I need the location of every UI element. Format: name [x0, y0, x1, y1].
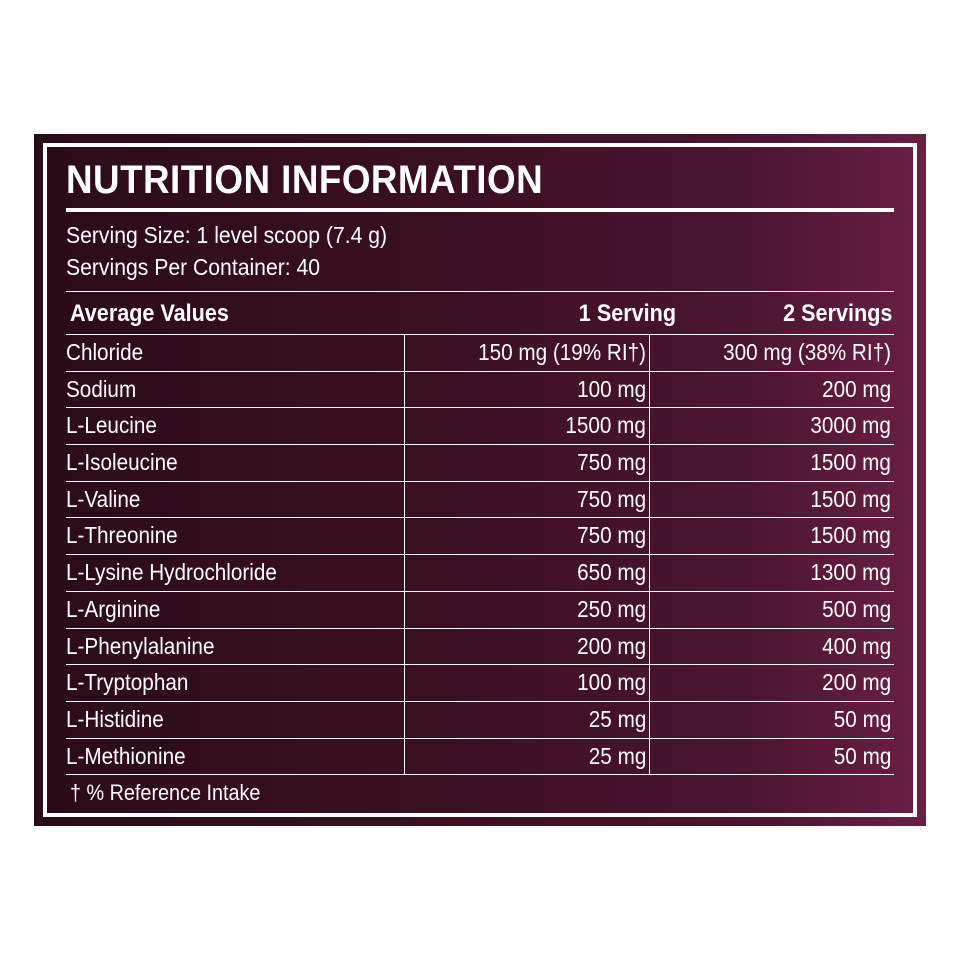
- value-2-servings: 50 mg: [833, 705, 892, 732]
- value-2-servings: 1500 mg: [810, 449, 892, 476]
- table-header: Average Values 1 Serving 2 Servings: [66, 294, 894, 334]
- table-row: L-Arginine 250 mg 500 mg: [66, 591, 895, 629]
- nutrient-name-cell: L-Histidine: [66, 702, 404, 738]
- nutrient-name: L-Histidine: [66, 705, 164, 732]
- value-2-servings: 1500 mg: [810, 522, 892, 549]
- nutrient-name: L-Lysine Hydrochloride: [66, 559, 277, 586]
- value-2-servings-cell: 1300 mg: [649, 555, 895, 591]
- value-1-serving: 1500 mg: [565, 412, 647, 439]
- table-row: L-Lysine Hydrochloride 650 mg 1300 mg: [66, 555, 894, 592]
- value-2-servings-cell: 200 mg: [649, 665, 895, 701]
- value-1-serving-cell: 1500 mg: [404, 408, 650, 445]
- value-1-serving: 650 mg: [577, 559, 647, 586]
- value-1-serving-cell: 100 mg: [404, 665, 650, 701]
- table-row: L-Tryptophan 100 mg 200 mg: [66, 665, 894, 702]
- label-title: NUTRITION INFORMATION: [66, 158, 544, 202]
- value-1-serving-cell: 750 mg: [404, 445, 650, 481]
- value-1-serving-cell: 200 mg: [404, 628, 650, 665]
- nutrient-name-cell: L-Valine: [66, 482, 404, 518]
- value-1-serving: 100 mg: [577, 669, 647, 696]
- nutrient-name-cell: L-Methionine: [66, 739, 404, 775]
- servings-per-container: Servings Per Container: 40: [66, 254, 321, 280]
- serving-size: Serving Size: 1 level scoop (7.4 g): [66, 222, 388, 248]
- table-row: Chloride 150 mg (19% RI†) 300 mg (38% RI†): [66, 335, 894, 372]
- column-header-average-values: Average Values: [70, 300, 229, 327]
- nutrient-name-cell: L-Phenylalanine: [66, 629, 404, 665]
- nutrient-name: Sodium: [66, 375, 137, 402]
- table-row: L-Methionine 25 mg 50 mg: [66, 738, 895, 776]
- value-2-servings: 50 mg: [833, 742, 892, 769]
- value-1-serving: 750 mg: [577, 522, 647, 549]
- nutrient-name-cell: L-Lysine Hydrochloride: [66, 555, 404, 591]
- value-1-serving-cell: 25 mg: [404, 701, 650, 738]
- value-1-serving: 150 mg (19% RI†): [478, 339, 647, 365]
- label-border: [43, 143, 917, 817]
- value-1-serving-cell: 25 mg: [404, 738, 650, 775]
- nutrient-name-cell: L-Arginine: [66, 592, 404, 628]
- value-2-servings-cell: 1500 mg: [649, 445, 895, 481]
- value-1-serving: 100 mg: [577, 375, 647, 402]
- value-1-serving: 750 mg: [577, 449, 647, 476]
- value-1-serving: 750 mg: [577, 485, 647, 512]
- value-2-servings: 400 mg: [822, 632, 892, 659]
- value-1-serving: 250 mg: [577, 595, 647, 622]
- value-2-servings: 3000 mg: [810, 412, 892, 439]
- value-1-serving-cell: 100 mg: [404, 371, 650, 408]
- value-2-servings-cell: 400 mg: [649, 628, 895, 665]
- value-1-serving: 25 mg: [588, 742, 647, 769]
- value-2-servings-cell: 1500 mg: [649, 518, 895, 555]
- nutrient-name-cell: Sodium: [66, 372, 404, 408]
- title-divider: [66, 208, 894, 212]
- value-2-servings-cell: 3000 mg: [649, 408, 895, 445]
- nutrient-name: L-Threonine: [66, 522, 178, 549]
- nutrient-name: Chloride: [66, 339, 144, 365]
- value-2-servings-cell: 1500 mg: [649, 481, 895, 518]
- meta-divider: [66, 291, 894, 292]
- value-2-servings: 200 mg: [822, 375, 892, 402]
- nutrient-name: L-Arginine: [66, 595, 161, 622]
- nutrient-name-cell: L-Tryptophan: [66, 665, 404, 701]
- value-2-servings: 200 mg: [822, 669, 892, 696]
- value-2-servings-cell: 300 mg (38% RI†): [649, 335, 895, 371]
- column-header-2-servings: 2 Servings: [782, 300, 892, 327]
- value-1-serving-cell: 650 mg: [404, 555, 650, 591]
- value-2-servings-cell: 500 mg: [649, 591, 895, 628]
- table-row: L-Isoleucine 750 mg 1500 mg: [66, 445, 894, 482]
- column-header-1-serving: 1 Serving: [578, 300, 676, 327]
- nutrient-name-cell: Chloride: [66, 335, 404, 371]
- reference-intake-footnote: † % Reference Intake: [70, 780, 261, 805]
- nutrient-name: L-Valine: [66, 485, 141, 512]
- nutrition-label: NUTRITION INFORMATION Serving Size: 1 le…: [34, 134, 926, 826]
- nutrient-name-cell: L-Isoleucine: [66, 445, 404, 481]
- value-1-serving: 25 mg: [588, 705, 647, 732]
- nutrient-name: L-Leucine: [66, 412, 157, 439]
- value-2-servings: 1500 mg: [810, 485, 892, 512]
- table-row: Sodium 100 mg 200 mg: [66, 371, 895, 409]
- value-2-servings: 1300 mg: [810, 559, 892, 586]
- value-2-servings-cell: 50 mg: [649, 701, 895, 738]
- table-row: L-Phenylalanine 200 mg 400 mg: [66, 628, 895, 666]
- table-row: L-Valine 750 mg 1500 mg: [66, 481, 895, 519]
- value-1-serving-cell: 250 mg: [404, 591, 650, 628]
- value-2-servings: 500 mg: [822, 595, 892, 622]
- nutrient-name: L-Isoleucine: [66, 449, 178, 476]
- nutrient-name-cell: L-Leucine: [66, 408, 404, 444]
- value-2-servings: 300 mg (38% RI†): [723, 339, 892, 365]
- nutrient-name: L-Tryptophan: [66, 669, 189, 696]
- value-2-servings-cell: 200 mg: [649, 371, 895, 408]
- table-row: L-Threonine 750 mg 1500 mg: [66, 518, 895, 556]
- table-row: L-Leucine 1500 mg 3000 mg: [66, 408, 895, 446]
- value-1-serving-cell: 750 mg: [404, 518, 650, 555]
- value-1-serving-cell: 150 mg (19% RI†): [404, 335, 650, 371]
- nutrient-name: L-Phenylalanine: [66, 632, 215, 659]
- nutrient-table: Chloride 150 mg (19% RI†) 300 mg (38% RI†)…: [66, 334, 895, 776]
- nutrient-name-cell: L-Threonine: [66, 518, 404, 554]
- value-2-servings-cell: 50 mg: [649, 738, 895, 775]
- value-1-serving: 200 mg: [577, 632, 647, 659]
- nutrient-name: L-Methionine: [66, 742, 186, 769]
- value-1-serving-cell: 750 mg: [404, 481, 650, 518]
- table-row: L-Histidine 25 mg 50 mg: [66, 701, 895, 739]
